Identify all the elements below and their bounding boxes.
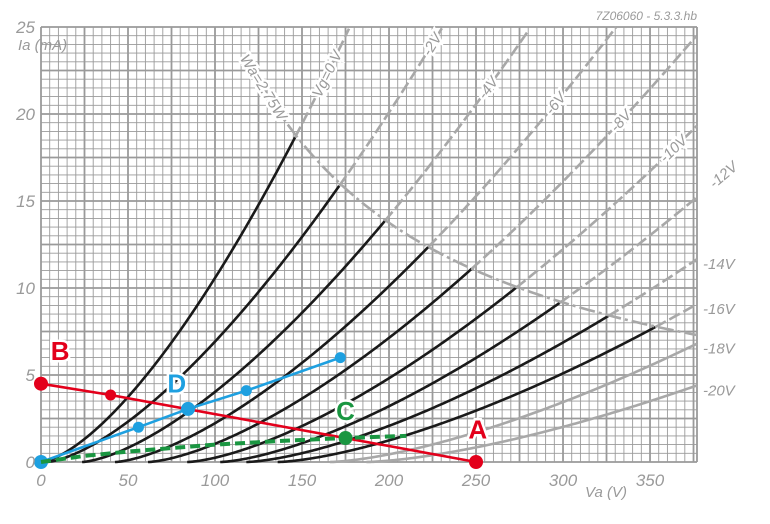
x-tick-label: 50: [119, 471, 138, 490]
grid-curve-dashed: [293, 28, 351, 138]
grid-curve-solid: [187, 286, 517, 464]
y-axis-label: Ia (mA): [18, 37, 67, 54]
overlay-series: A B C D: [34, 334, 490, 469]
grid-curve-solid: [366, 384, 698, 464]
y-tick-label: 0: [26, 453, 36, 472]
point-label-C: C: [336, 396, 355, 426]
y-tick-label: 25: [15, 18, 35, 37]
x-tick-label: 0: [36, 471, 46, 490]
grid-voltage-label: -20V: [703, 382, 737, 399]
grid-curve-solid: [40, 136, 297, 464]
grid-curve-dashed: [383, 28, 531, 222]
grid-curve-solid: [81, 220, 386, 464]
line-D-marker: [181, 401, 196, 416]
x-axis-label: Va (V): [585, 484, 627, 501]
x-tick-label: 250: [461, 471, 491, 490]
line-D-marker: [240, 385, 252, 397]
grid-voltage-label: -2V: [419, 29, 447, 59]
line-D-marker: [334, 352, 346, 364]
point-label-B: B: [51, 336, 70, 366]
x-tick-label: 200: [374, 471, 404, 490]
grid-curve-dashed: [470, 35, 698, 270]
grid: [40, 26, 698, 463]
y-tick-label: 10: [16, 279, 35, 298]
line-D-marker: [132, 421, 144, 433]
grid-voltage-label: -16V: [703, 301, 737, 318]
x-tick-label: 100: [201, 471, 230, 490]
grid-curve-dashed: [338, 27, 444, 187]
load-line-AB-marker: [105, 389, 117, 401]
curve-C-marker: [338, 430, 353, 445]
grid-voltage-label: Vg=0 V: [309, 46, 347, 100]
grid-curve-solid: [329, 342, 698, 464]
grid-curve-dashed: [654, 302, 698, 329]
x-tick-label: 300: [549, 471, 578, 490]
grid-voltage-label: -4V: [475, 72, 504, 102]
grid-curve-dashed: [558, 196, 698, 305]
load-line-AB-marker: [469, 455, 484, 469]
dissipation-line: [257, 78, 698, 337]
grid-voltage-label: -14V: [703, 256, 737, 273]
grid-curve-solid: [277, 325, 656, 464]
grid-curve-dashed: [427, 26, 618, 249]
y-tick-label: 5: [26, 366, 36, 385]
grid-curve-solid: [147, 267, 473, 464]
grid-curve-dashed: [515, 124, 698, 289]
figure-code: 7Z06060 - 5.3.3.hb: [596, 9, 698, 23]
x-tick-label: 150: [288, 471, 317, 490]
load-line-AB-marker: [34, 376, 48, 391]
grid-curve-dashed: [607, 258, 698, 318]
point-label-D: D: [167, 368, 186, 398]
grid-curve-solid: [246, 314, 609, 464]
grid-voltage-label: -12V: [706, 157, 743, 192]
axis-ticks: 0 50 100 150 200 250 300 350 0 5 10 15 20 25: [15, 18, 665, 490]
y-tick-label: 15: [16, 192, 35, 211]
grid-curve-solid: [220, 301, 561, 464]
point-label-A: A: [468, 415, 487, 445]
y-tick-label: 20: [15, 105, 35, 124]
x-tick-label: 350: [636, 471, 665, 490]
grid-voltage-label: -18V: [703, 341, 737, 358]
